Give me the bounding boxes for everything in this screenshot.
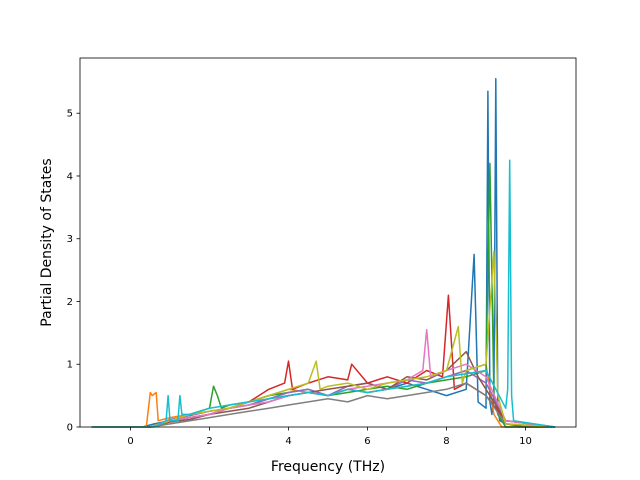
y-tick-label: 3: [67, 234, 73, 245]
series-line-6: [91, 350, 556, 428]
x-tick-label: 8: [443, 436, 449, 447]
y-tick-label: 4: [67, 171, 73, 182]
series-layer: [91, 77, 556, 428]
y-tick-label: 2: [67, 297, 73, 308]
y-tick-label: 0: [67, 423, 73, 434]
x-tick-label: 0: [127, 436, 133, 447]
x-tick-label: 2: [206, 436, 212, 447]
y-axis-label: Partial Density of States: [39, 158, 55, 326]
x-tick-label: 10: [519, 436, 532, 447]
x-axis-ticks: 0 2 4 6 8 10: [127, 427, 532, 447]
series-line-8: [91, 382, 556, 428]
y-axis-ticks: 0 1 2 3 4 5: [67, 109, 80, 434]
x-tick-label: 6: [364, 436, 370, 447]
y-tick-label: 5: [67, 109, 73, 120]
series-line-9: [91, 250, 556, 428]
plot-area-frame: [79, 57, 577, 428]
x-tick-label: 4: [285, 436, 291, 447]
y-tick-label: 1: [67, 360, 73, 371]
series-line-10: [91, 159, 556, 428]
x-axis-label: Frequency (THz): [271, 459, 385, 475]
